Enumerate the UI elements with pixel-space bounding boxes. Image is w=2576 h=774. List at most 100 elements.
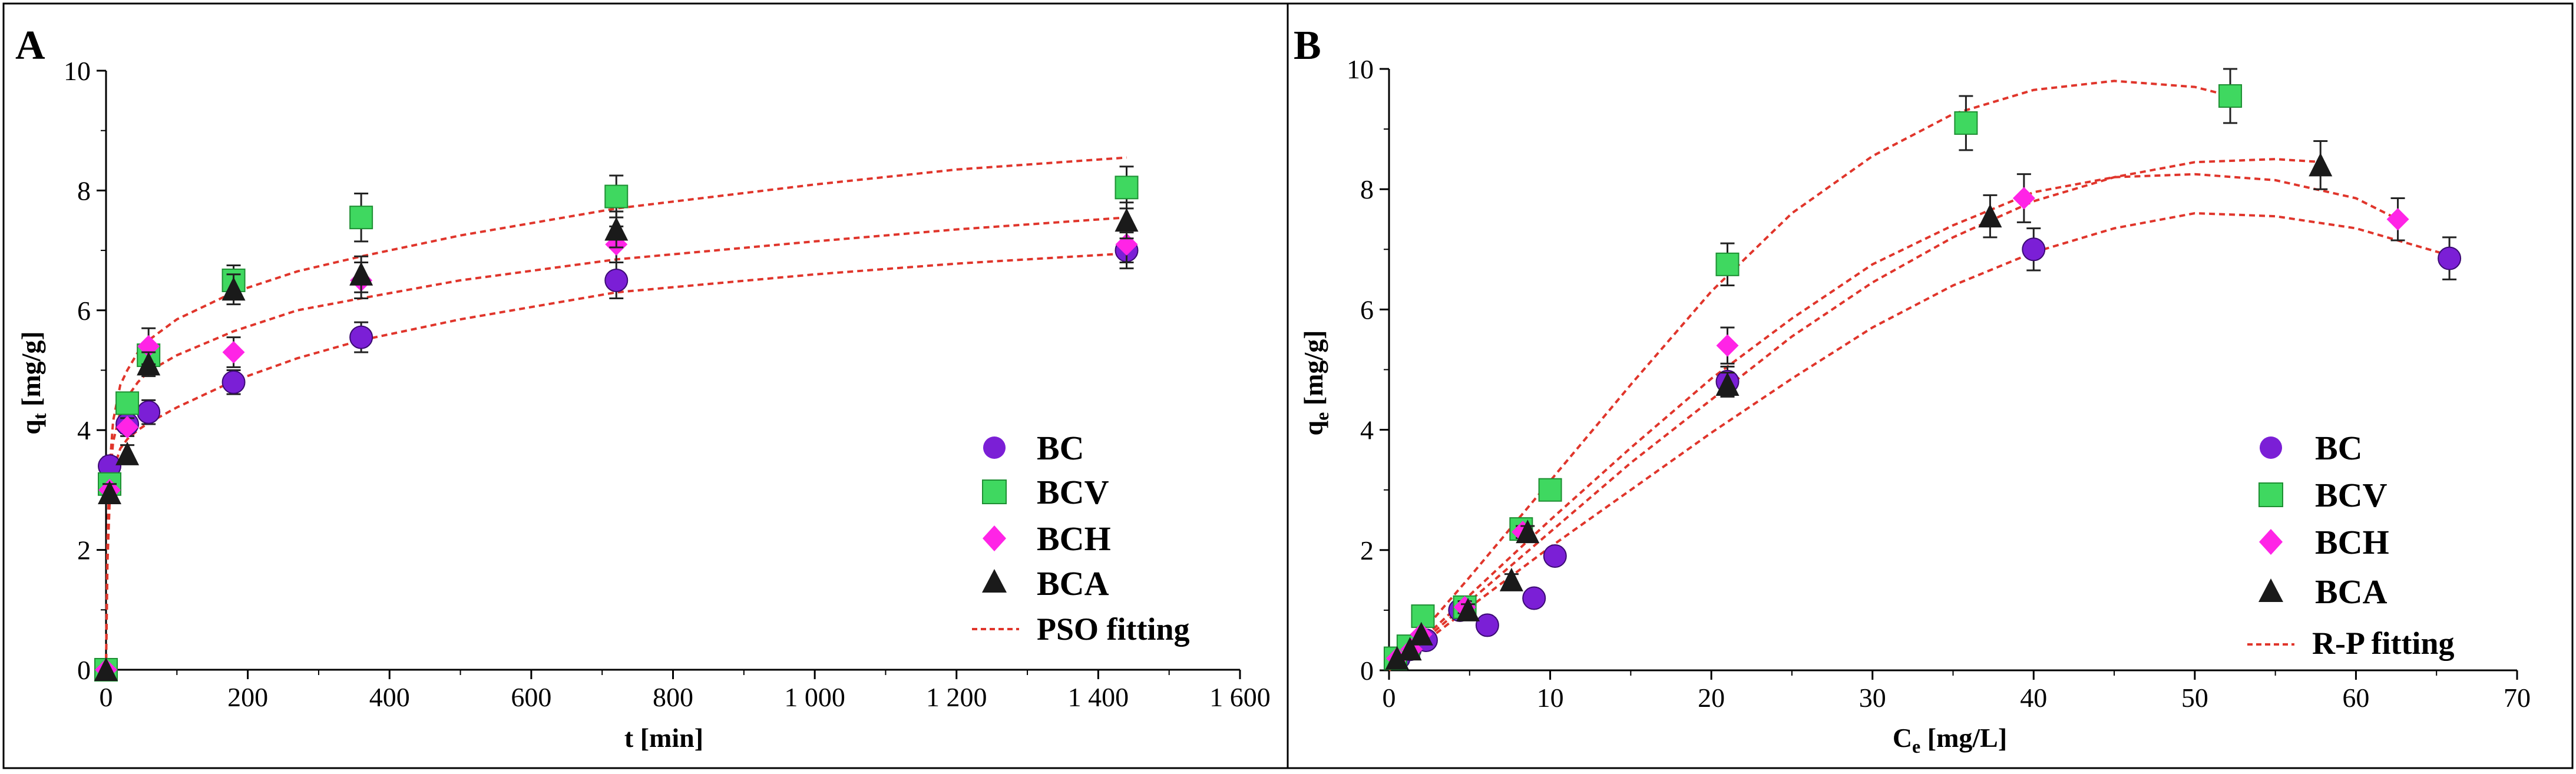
point-bca xyxy=(1978,204,2002,228)
panel-a-ylabel-rest: [mg/g] xyxy=(16,331,46,413)
point-bca xyxy=(1385,646,1409,670)
svg-text:qt [mg/g]: qt [mg/g] xyxy=(16,331,50,435)
y-tick-label: 6 xyxy=(77,296,91,326)
x-tick-label: 1 200 xyxy=(926,682,987,712)
point-bca xyxy=(1456,597,1480,621)
panel-b-ylabel-main: q xyxy=(1298,421,1328,436)
x-tick-label: 1 400 xyxy=(1068,682,1129,712)
legend-b-marker-bch xyxy=(2259,529,2283,555)
y-tick-label: 2 xyxy=(1360,535,1374,565)
panel-b-plot: 0 10 20 30 40 50 60 70 0 2 4 6 8 10 xyxy=(1347,54,2531,713)
panel-a-plot: 0 200 400 600 800 1 000 1 200 1 400 1 600 0 2 4 6 8 10 xyxy=(64,56,1271,712)
point-bch xyxy=(2012,187,2035,210)
legend-b-marker-bcv xyxy=(2258,482,2283,507)
panel-a-ylabel: qt [mg/g] xyxy=(16,331,50,435)
panel-a-frame xyxy=(2,2,1289,769)
panel-a-xlabel: t [min] xyxy=(624,723,703,753)
point-bca xyxy=(2309,153,2333,177)
point-bc xyxy=(2438,246,2462,270)
panel-b-xlabel: Ce [mg/L] xyxy=(1893,723,2007,757)
fit-curve xyxy=(105,252,1127,670)
x-tick-label: 10 xyxy=(1537,683,1564,713)
point-bcv xyxy=(349,206,373,230)
legend-b-marker-bca xyxy=(2258,578,2283,602)
svg-text:qe [mg/g]: qe [mg/g] xyxy=(1298,330,1332,435)
point-bc xyxy=(349,325,373,349)
point-bca xyxy=(94,657,118,681)
fit-curve xyxy=(1388,211,2450,672)
x-tick-label: 400 xyxy=(369,682,410,712)
legend-a-marker-bca xyxy=(982,569,1007,593)
panel-a-legend: BC BCV BCH BCA PSO fitting xyxy=(972,429,1190,647)
point-bc xyxy=(1543,544,1567,568)
point-bca xyxy=(115,441,140,465)
fit-curve xyxy=(105,156,1127,670)
panel-b-legend: BC BCV BCH BCA R-P fitting xyxy=(2247,429,2454,661)
point-bca xyxy=(349,262,373,286)
point-bcv xyxy=(2218,84,2243,108)
point-bca xyxy=(1398,637,1422,661)
x-tick-label: 200 xyxy=(227,682,268,712)
point-bca xyxy=(1499,567,1523,591)
x-tick-label: 1 600 xyxy=(1209,682,1271,712)
panel-b-ylabel: qe [mg/g] xyxy=(1298,330,1332,435)
legend-a-fit-label: PSO fitting xyxy=(1037,611,1190,647)
y-tick-label: 8 xyxy=(1360,174,1374,204)
x-tick-label: 0 xyxy=(1383,683,1396,713)
fit-curve xyxy=(1388,158,2324,672)
panel-b-ylabel-sub: e xyxy=(1311,412,1332,421)
legend-b-label-bc: BC xyxy=(2315,429,2363,467)
legend-a-marker-bc xyxy=(983,436,1006,459)
y-tick-label: 2 xyxy=(77,535,91,565)
panel-b-ylabel-rest: [mg/g] xyxy=(1298,330,1328,412)
point-bcv xyxy=(1538,478,1562,502)
legend-a-marker-bcv xyxy=(982,479,1007,504)
x-tick-label: 20 xyxy=(1698,683,1725,713)
panel-b-xlabel-sub: e xyxy=(1912,736,1920,757)
y-tick-label: 10 xyxy=(1347,54,1374,84)
panel-a-ylabel-main: q xyxy=(16,419,46,435)
panel-b-xlabel-rest: [mg/L] xyxy=(1920,723,2007,753)
panel-b-xlabel-main: C xyxy=(1893,723,1912,753)
point-bcv xyxy=(115,391,140,415)
x-tick-label: 50 xyxy=(2181,683,2208,713)
y-tick-label: 0 xyxy=(1360,656,1374,686)
panel-a-letter: A xyxy=(15,23,45,68)
legend-b-label-bcv: BCV xyxy=(2315,476,2387,514)
y-tick-label: 4 xyxy=(1360,415,1374,445)
panel-a-ylabel-sub: t xyxy=(29,413,50,419)
point-bcv xyxy=(1115,176,1139,200)
point-bca xyxy=(1516,520,1540,544)
y-tick-label: 8 xyxy=(77,176,91,206)
y-tick-label: 10 xyxy=(64,56,91,86)
panel-b-frame xyxy=(1287,2,2574,769)
legend-b-fit-label: R-P fitting xyxy=(2312,626,2454,661)
legend-b-marker-bc xyxy=(2260,436,2282,459)
point-bch xyxy=(222,340,245,363)
y-tick-label: 0 xyxy=(77,655,91,685)
point-bc xyxy=(137,400,161,424)
legend-a-marker-bch xyxy=(983,525,1006,551)
point-bca xyxy=(1409,621,1433,646)
point-bcv xyxy=(1411,604,1435,629)
point-bc xyxy=(604,268,629,292)
point-bca xyxy=(604,217,629,241)
point-bca xyxy=(1115,208,1139,232)
point-bcv xyxy=(604,184,629,209)
point-bcv xyxy=(1715,252,1740,276)
y-tick-label: 6 xyxy=(1360,295,1374,325)
point-bca xyxy=(221,277,246,301)
point-bch xyxy=(1716,334,1739,357)
point-bc xyxy=(1522,586,1546,610)
panel-b-letter: B xyxy=(1294,23,1321,68)
x-tick-label: 70 xyxy=(2504,683,2531,713)
x-tick-label: 0 xyxy=(100,682,113,712)
point-bca xyxy=(137,352,161,376)
point-bca xyxy=(1715,372,1740,396)
legend-a-label-bch: BCH xyxy=(1037,520,1111,558)
legend-b-label-bca: BCA xyxy=(2315,573,2387,611)
legend-b-label-bch: BCH xyxy=(2315,523,2389,561)
point-bca xyxy=(98,480,122,504)
x-tick-label: 800 xyxy=(653,682,693,712)
